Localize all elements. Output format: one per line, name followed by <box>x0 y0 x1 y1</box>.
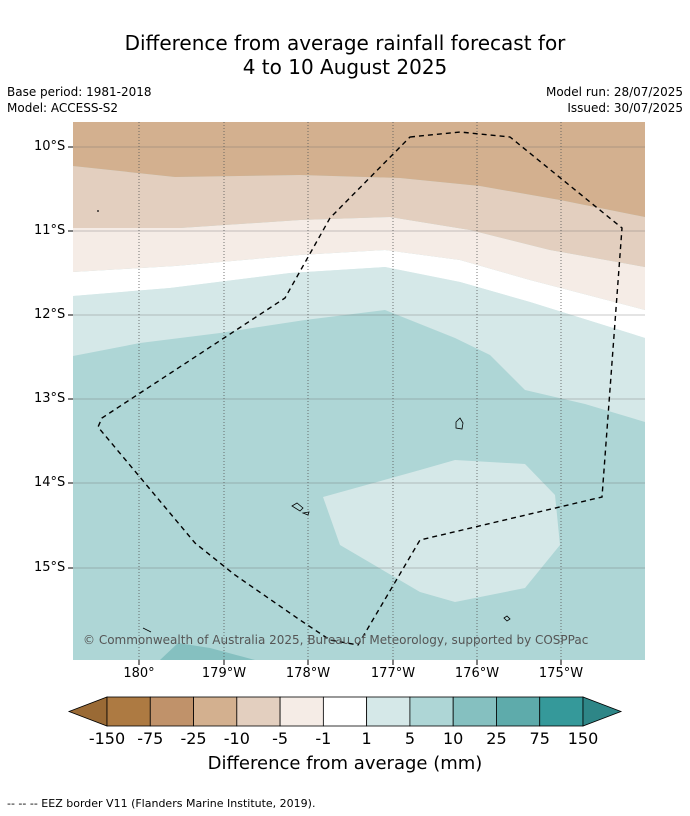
colorbar-tick-label: -75 <box>137 729 164 748</box>
colorbar-tick-label: -10 <box>223 729 250 748</box>
base-period: Base period: 1981-2018 <box>7 85 152 99</box>
field-neg25-neg10 <box>73 122 645 217</box>
field-10-25-corner <box>160 643 255 660</box>
field-1-5-south <box>323 460 560 602</box>
colorbar-tick-label: -25 <box>180 729 207 748</box>
title-line-2: 4 to 10 August 2025 <box>242 55 448 79</box>
lon-label-180: 180° <box>123 666 155 681</box>
eez-footnote: -- -- -- EEZ border V11 (Flanders Marine… <box>7 797 316 810</box>
lon-label-179w: 179°W <box>201 666 247 681</box>
lat-label-14s: 14°S <box>34 475 66 490</box>
colorbar-swatch <box>452 696 497 727</box>
axis-ticks <box>68 146 562 665</box>
colorbar-swatch <box>496 696 541 727</box>
colorbar-tick-label: 10 <box>442 729 464 748</box>
lon-label-177w: 177°W <box>370 666 416 681</box>
colorbar-tick-label: 75 <box>529 729 550 748</box>
colorbar-tick-label: -1 <box>315 729 332 748</box>
model-name: Model: ACCESS-S2 <box>7 101 119 115</box>
colorbar-tick-label: -5 <box>272 729 289 748</box>
lon-label-176w: 176°W <box>454 666 500 681</box>
colorbar-swatch <box>279 696 324 727</box>
island-shape <box>142 627 152 633</box>
island-shape <box>503 615 511 622</box>
colorbar-swatch <box>409 696 454 727</box>
title-line-1: Difference from average rainfall forecas… <box>124 31 566 55</box>
lat-label-11s: 11°S <box>34 223 66 238</box>
map-title: Difference from average rainfall forecas… <box>0 31 690 79</box>
colorbar-tick-label: 25 <box>486 729 507 748</box>
copyright-notice: © Commonwealth of Australia 2025, Bureau… <box>83 633 589 647</box>
island-shape <box>301 511 310 516</box>
lon-label-175w: 175°W <box>538 666 584 681</box>
colorbar-tick-label: 1 <box>361 729 372 748</box>
lat-label-12s: 12°S <box>34 307 66 322</box>
issued-date: Issued: 30/07/2025 <box>567 101 683 115</box>
colorbar-swatch <box>106 696 151 727</box>
colorbar-title: Difference from average (mm) <box>207 753 483 774</box>
field-neg10-neg5 <box>73 166 645 267</box>
meta-right: Model run: 28/07/2025 Issued: 30/07/2025 <box>546 84 683 116</box>
eez-border <box>97 131 623 646</box>
rainfall-anomaly-field <box>73 122 645 660</box>
lat-label-15s: 15°S <box>34 560 66 575</box>
field-neg5-neg1 <box>73 217 645 310</box>
colorbar-swatch <box>149 696 194 727</box>
colorbar-tick-label: 150 <box>567 729 599 748</box>
colorbar-extend-low <box>67 696 108 727</box>
island-shape <box>97 210 99 212</box>
latitude-lines <box>73 146 645 569</box>
colorbar-tick-label: 5 <box>404 729 415 748</box>
colorbar-swatch <box>322 696 368 727</box>
field-1-5 <box>73 267 645 422</box>
lat-label-10s: 10°S <box>34 139 66 154</box>
colorbar-extend-high <box>582 696 623 727</box>
colorbar-swatch <box>539 696 584 727</box>
colorbar <box>67 696 623 727</box>
colorbar-tick-label: -150 <box>88 729 126 748</box>
island-shape <box>291 502 304 512</box>
model-run: Model run: 28/07/2025 <box>545 85 683 99</box>
island-shape <box>455 417 464 430</box>
lat-label-13s: 13°S <box>34 391 66 406</box>
meta-left: Base period: 1981-2018 Model: ACCESS-S2 <box>7 84 152 116</box>
colorbar-swatch <box>366 696 411 727</box>
lon-label-178w: 178°W <box>285 666 331 681</box>
colorbar-swatch <box>193 696 238 727</box>
colorbar-swatch <box>236 696 281 727</box>
